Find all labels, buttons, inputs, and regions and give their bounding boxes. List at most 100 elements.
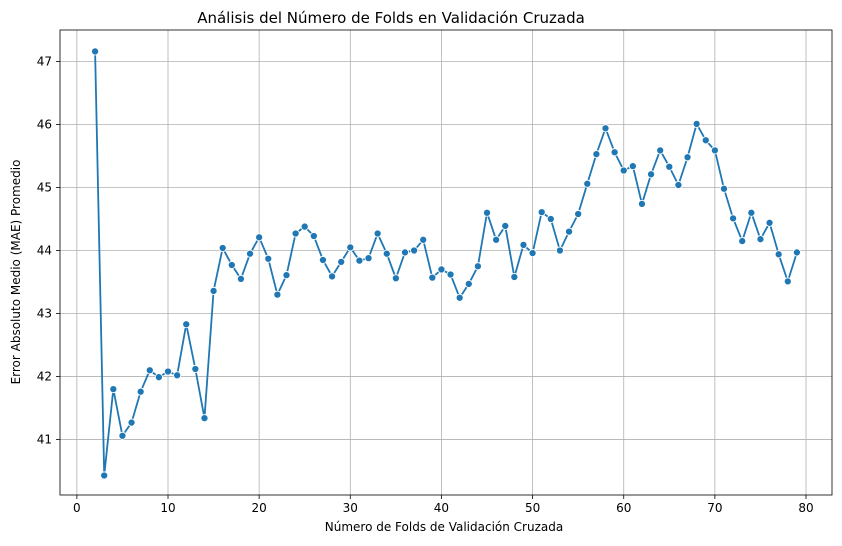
data-point [154,373,163,382]
y-tick-label: 45 [37,181,52,195]
data-point [729,214,738,223]
data-point [564,227,574,236]
data-point [373,229,382,238]
data-point [464,279,473,288]
data-point [400,248,410,257]
data-point [309,231,318,241]
data-point [519,240,528,249]
data-point [282,271,291,280]
data-point [446,270,455,279]
data-point [200,414,209,423]
x-tick-label: 30 [343,501,358,515]
y-tick-label: 44 [37,244,52,258]
y-tick-label: 41 [37,433,52,447]
data-point [337,257,346,266]
data-point [391,274,400,283]
data-point [546,214,555,224]
data-point [574,209,583,219]
data-point [628,162,637,171]
data-point [264,254,273,263]
x-tick-label: 70 [707,501,722,515]
data-point [501,221,510,231]
y-tick-label: 47 [37,55,52,69]
data-point [555,246,564,255]
data-point [710,146,719,155]
data-point [382,249,391,258]
data-point [765,218,774,227]
data-point [173,371,182,380]
data-point [218,243,227,253]
data-point [756,235,765,244]
data-point [419,235,428,244]
x-tick-label: 0 [73,501,81,515]
data-point [592,150,601,159]
data-point [492,235,501,244]
data-point [719,184,729,193]
data-point [528,248,537,258]
data-point [619,166,628,175]
data-point [510,272,519,282]
data-point [783,277,792,286]
data-point [537,208,546,217]
data-point [109,385,118,394]
data-point [346,243,355,252]
data-point [127,418,136,427]
series-line [94,51,798,477]
x-tick-label: 80 [798,501,813,515]
data-point [674,180,683,190]
data-point [647,170,656,179]
data-point [118,431,127,440]
data-point [255,233,264,242]
data-point [792,248,801,257]
x-axis-label: Número de Folds de Validación Cruzada [325,520,563,534]
data-point [91,47,100,56]
data-point [191,364,200,374]
data-point [665,162,674,171]
x-tick-label: 60 [616,501,631,515]
data-point [300,222,309,231]
data-point [701,136,710,145]
data-point [774,250,783,259]
chart-title: Análisis del Número de Folds en Validaci… [197,9,585,27]
data-point [364,254,373,263]
data-point [692,119,701,128]
series-layer [91,47,801,480]
data-point [473,262,482,271]
data-point [656,146,665,155]
data-point [227,260,236,270]
data-point [482,208,492,217]
data-point [236,274,245,283]
y-tick-label: 46 [37,118,52,132]
data-point [291,229,300,238]
data-point [273,290,282,299]
data-point [601,124,610,133]
x-tick-label: 10 [160,501,175,515]
y-tick-label: 42 [37,370,52,384]
data-point [437,265,446,274]
y-axis-label: Error Absoluto Medio (MAE) Promedio [9,160,23,385]
data-point [428,273,437,282]
data-point [747,208,756,217]
x-tick-label: 40 [434,501,449,515]
y-tick-label: 43 [37,307,52,321]
x-tick-label: 20 [252,501,267,515]
data-point [583,179,592,188]
data-point [610,148,619,157]
x-tick-label: 50 [525,501,540,515]
data-point [163,367,173,376]
data-point [209,286,218,295]
data-point [182,320,191,329]
data-point [410,246,419,255]
data-point [738,237,747,246]
x-axis-ticks: 0 10 20 30 40 50 60 70 80 [73,495,814,515]
data-point [328,272,337,281]
data-point [245,249,255,258]
plot-frame [59,29,833,496]
data-point [355,256,364,265]
data-point [683,153,692,162]
grid-lines [60,30,832,495]
data-point [100,471,109,480]
data-point [637,199,647,208]
data-point [455,293,464,302]
